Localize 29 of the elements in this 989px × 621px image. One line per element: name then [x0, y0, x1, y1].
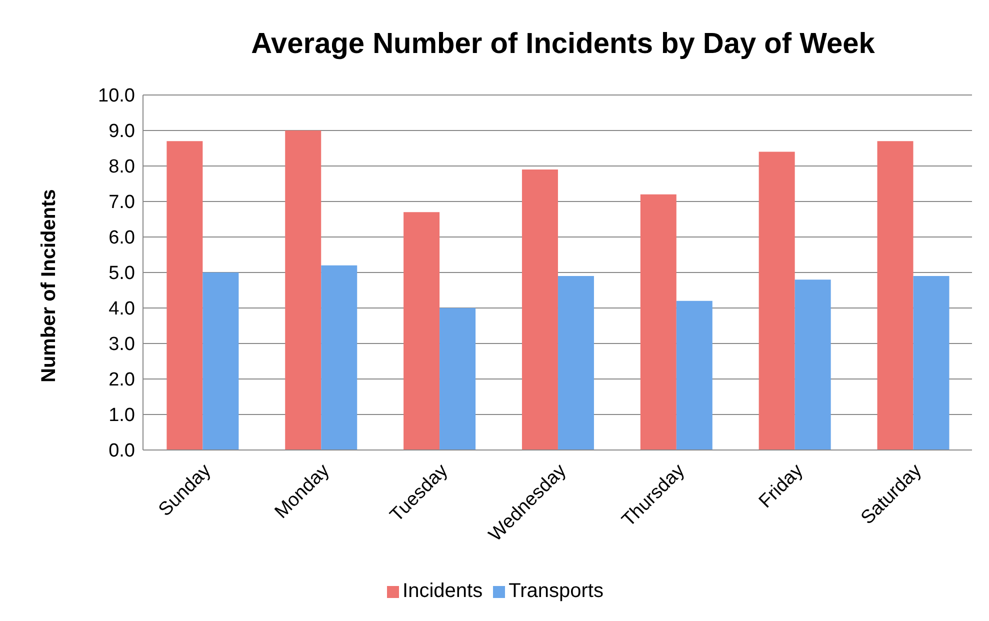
y-tick-label: 6.0	[108, 228, 135, 249]
bar	[640, 194, 676, 450]
legend-label: Incidents	[402, 580, 483, 602]
bar	[166, 141, 203, 450]
bar	[404, 212, 440, 450]
y-tick-label: 3.0	[108, 334, 135, 356]
y-tick-label: 4.0	[108, 298, 135, 320]
y-tick-label: 7.0	[108, 192, 135, 214]
y-tick-label: 2.0	[108, 370, 135, 391]
bar	[758, 152, 795, 450]
chart-title: Average Number of Incidents by Day of Week	[250, 28, 876, 61]
y-axis-title: Number of Incidents	[38, 189, 60, 382]
bar	[913, 276, 950, 450]
bar	[676, 300, 712, 450]
y-tick-label: 10.0	[98, 86, 135, 107]
bar	[558, 276, 594, 450]
y-tick-label: 5.0	[108, 263, 135, 284]
y-tick-label: 0.0	[108, 440, 135, 462]
y-tick-label: 1.0	[108, 405, 135, 426]
bar	[202, 272, 239, 450]
bar	[285, 130, 322, 450]
y-tick-label: 9.0	[108, 121, 135, 142]
bar	[794, 280, 831, 450]
legend-label: Transports	[508, 580, 604, 602]
bar	[522, 170, 558, 450]
bar	[321, 265, 358, 450]
bar	[440, 308, 476, 450]
y-tick-label: 8.0	[108, 156, 135, 178]
bar	[877, 141, 914, 450]
